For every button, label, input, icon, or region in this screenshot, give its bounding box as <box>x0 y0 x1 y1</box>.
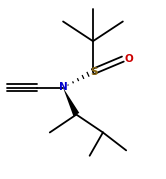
Text: S: S <box>90 67 98 77</box>
Text: N: N <box>59 82 68 92</box>
Polygon shape <box>63 88 79 116</box>
Text: O: O <box>125 54 133 64</box>
